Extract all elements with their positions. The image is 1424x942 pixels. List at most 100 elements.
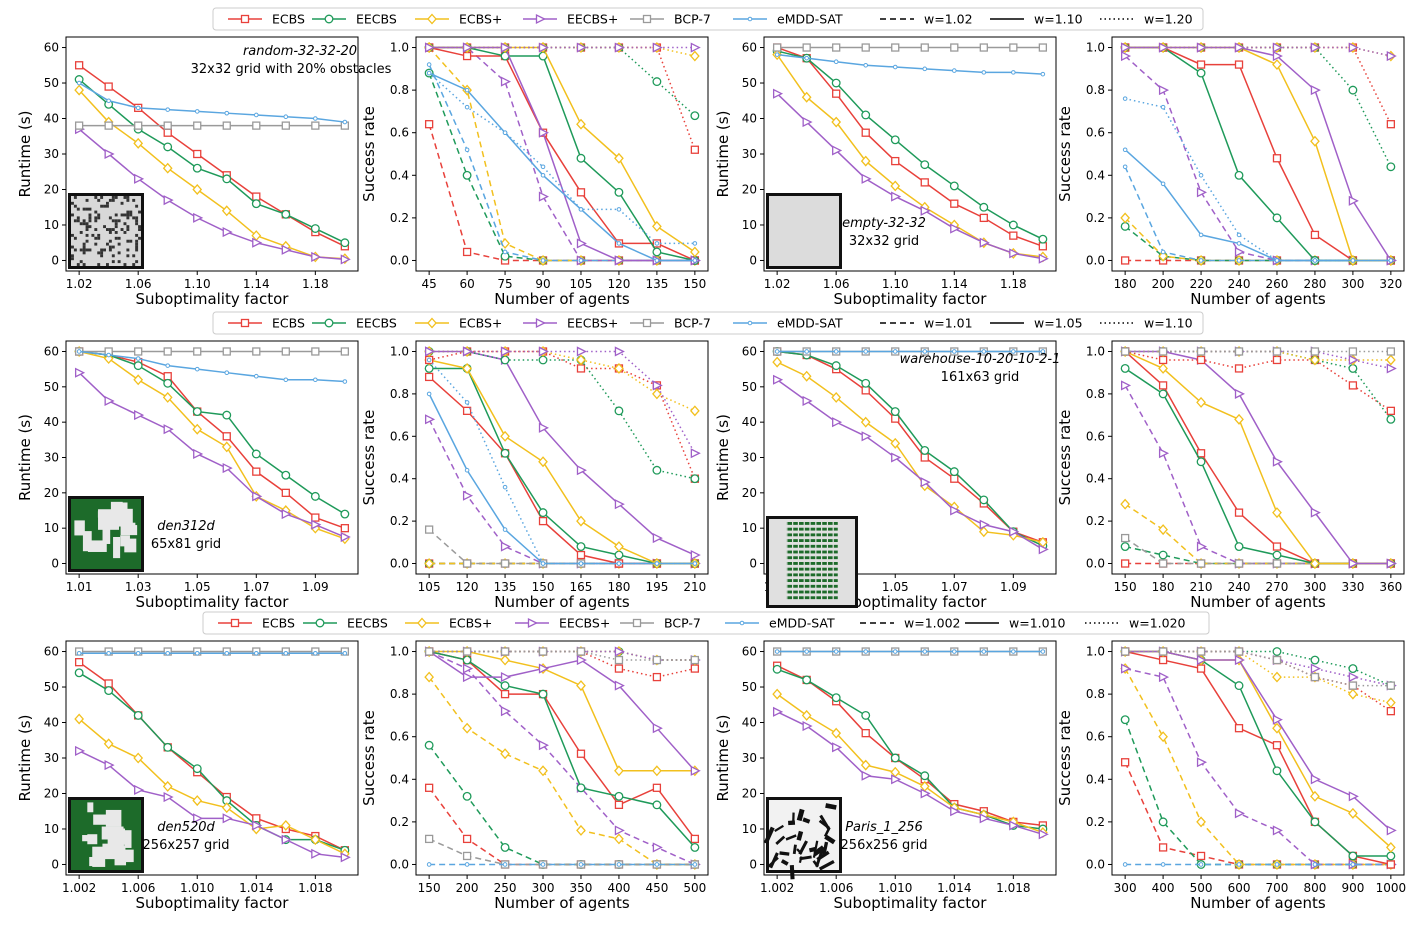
x-tick-label: 400: [1152, 881, 1175, 895]
map-obstacle: [138, 210, 141, 214]
y-axis-label: Success rate: [360, 710, 378, 806]
data-point: [642, 318, 652, 328]
data-point: [1198, 232, 1204, 238]
data-point: [690, 42, 701, 53]
legend-label: ECBS+: [459, 12, 502, 27]
map-obstacle: [114, 222, 118, 226]
map-obstacle: [126, 225, 130, 229]
data-point: [614, 646, 625, 657]
data-point: [1120, 212, 1131, 224]
map-room: [114, 858, 127, 866]
series-eecbs-plus-solid: [1120, 646, 1397, 836]
y-axis-label: Runtime (s): [714, 111, 732, 198]
map-obstacle: [100, 196, 104, 199]
data-point: [576, 42, 587, 53]
data-point: [831, 693, 841, 703]
data-point: [500, 430, 510, 442]
series-emdd-sat-dashed: [1122, 164, 1394, 263]
data-point: [1272, 347, 1282, 356]
y-axis-label: Runtime (s): [714, 414, 732, 501]
series-emdd-sat-solid: [426, 70, 698, 263]
data-point: [1310, 558, 1320, 569]
data-point: [801, 370, 812, 382]
map-obstacle: [114, 219, 118, 223]
data-point: [891, 191, 902, 202]
data-point: [1158, 672, 1170, 683]
series-line: [777, 350, 1044, 547]
y-tick-label: 0.6: [390, 429, 409, 443]
data-point: [1234, 347, 1244, 356]
map-obstacle: [135, 260, 139, 264]
data-point: [1234, 559, 1244, 568]
series-eecbs-plus-dashed: [424, 42, 701, 266]
data-point: [772, 43, 782, 52]
map-shelf: [786, 556, 838, 560]
plot-frame: [1111, 36, 1405, 272]
map-building: [780, 859, 789, 866]
data-point: [1385, 354, 1396, 366]
map-aisle: [786, 522, 788, 602]
map-building: [824, 834, 836, 845]
data-point: [1120, 363, 1130, 373]
data-point: [1158, 550, 1168, 560]
data-point: [614, 42, 625, 53]
data-point: [76, 349, 82, 354]
map-obstacle: [108, 239, 112, 243]
data-point: [192, 764, 202, 774]
data-point: [1348, 672, 1359, 683]
data-point: [252, 491, 263, 502]
data-point: [1310, 817, 1320, 827]
data-point: [979, 213, 988, 223]
data-point: [1386, 414, 1396, 424]
series-emdd-sat-dotted: [1122, 96, 1394, 263]
data-point: [690, 448, 701, 459]
data-point: [614, 362, 624, 374]
data-point: [224, 651, 230, 656]
x-tick-label: 200: [456, 881, 479, 895]
data-point: [578, 862, 584, 867]
data-point: [861, 43, 870, 52]
data-point: [134, 173, 145, 184]
data-point: [252, 814, 261, 823]
map-obstacle: [111, 198, 115, 202]
map-obstacle: [73, 236, 77, 240]
map-building: [816, 850, 830, 862]
data-point: [1158, 524, 1168, 536]
data-point: [652, 800, 662, 810]
data-point: [538, 663, 549, 674]
data-point: [861, 710, 871, 720]
data-point: [747, 16, 753, 22]
data-point: [252, 820, 263, 831]
data-point: [502, 484, 508, 490]
data-point: [1272, 213, 1282, 223]
map-obstacle: [85, 228, 89, 231]
map-obstacle: [94, 242, 98, 246]
y-tick-label: 10: [44, 822, 59, 836]
series-line: [776, 93, 1043, 260]
map-obstacle: [100, 254, 104, 258]
x-tick-label: 150: [418, 881, 441, 895]
series-eecbs-solid: [424, 43, 700, 265]
series-line: [428, 350, 696, 479]
data-point: [462, 834, 472, 844]
map-obstacle: [82, 219, 86, 223]
map-obstacle: [71, 233, 74, 237]
map-obstacle: [85, 198, 89, 202]
data-point: [135, 105, 141, 111]
data-point: [340, 238, 350, 248]
series-line: [429, 46, 696, 262]
data-point: [1122, 96, 1128, 101]
x-tick-label: 150: [1114, 580, 1137, 594]
map-obstacle: [135, 204, 139, 208]
data-point: [1120, 542, 1130, 552]
series-emdd-sat-solid: [76, 651, 348, 656]
data-point: [614, 791, 624, 801]
data-point: [1272, 722, 1282, 734]
data-point: [863, 349, 869, 354]
data-point: [540, 164, 546, 170]
data-point: [772, 706, 784, 717]
plot-frame: [415, 340, 709, 575]
data-point: [252, 347, 261, 356]
data-point: [1038, 43, 1048, 52]
data-point: [1120, 380, 1132, 391]
